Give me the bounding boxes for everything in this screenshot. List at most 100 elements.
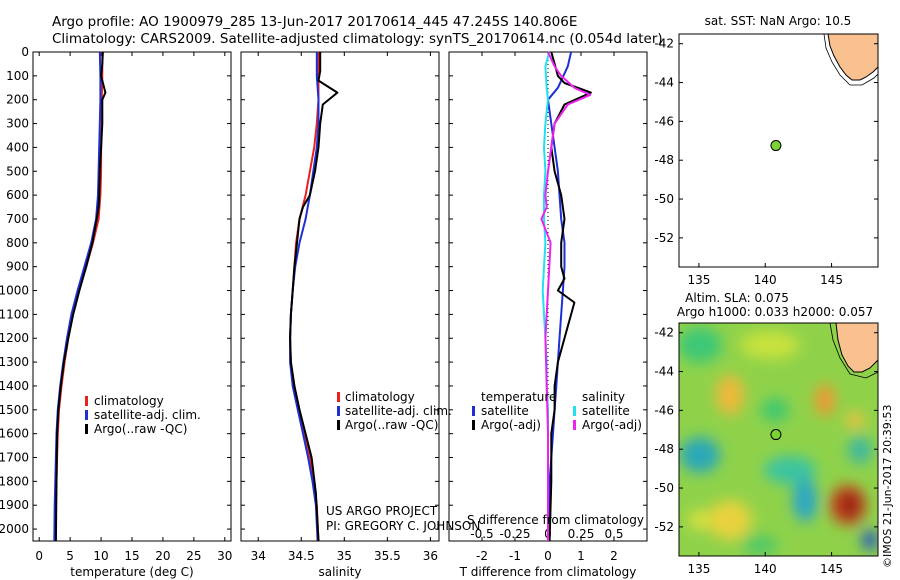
y-tick-label: 100 (6, 69, 29, 83)
argo-line (289, 52, 339, 542)
map-x-tick-label: 140 (754, 562, 777, 576)
x-tick-label: 20 (155, 549, 170, 563)
argo-float-marker (770, 140, 782, 152)
imos-timestamp: ©IMOS 21-Jun-2017 20:39:53 (881, 404, 894, 568)
tasmania-land (827, 34, 878, 81)
x-tick-label: 25 (186, 549, 201, 563)
x-tick-label: 10 (93, 549, 108, 563)
map-y-tick-label: -50 (654, 192, 674, 206)
legend-swatch-s-argo (573, 420, 576, 430)
sla-map-frame (678, 322, 879, 557)
argo-float-marker (770, 429, 782, 441)
y-tick-label: 0 (21, 45, 29, 59)
y-tick-label: 1900 (0, 498, 29, 512)
y-tick-label: 1400 (0, 379, 29, 393)
salinity-legend: climatology satellite-adj. clim. Argo(..… (337, 390, 452, 432)
y-tick-label: 1100 (0, 307, 29, 321)
temperature-axes-frame (32, 51, 232, 542)
x-tick-label: 15 (124, 549, 139, 563)
y-tick-label: 800 (6, 236, 29, 250)
map-y-tick-label: -46 (654, 114, 674, 128)
satellite-line (289, 52, 320, 542)
x-tick-label: -1 (509, 549, 521, 563)
map-y-tick-label: -42 (654, 37, 674, 51)
x-tick-label: 30 (217, 549, 232, 563)
pi-annotation: PI: GREGORY C. JOHNSON (326, 519, 480, 533)
legend-swatch-argo (85, 424, 88, 434)
legend-heading-temperature: temperature (481, 390, 556, 404)
header-line2: Climatology: CARS2009. Satellite-adjuste… (52, 31, 663, 47)
tasmania-land-sla (835, 323, 878, 373)
location-map-title: sat. SST: NaN Argo: 10.5 (705, 14, 852, 28)
map-y-tick-label: -50 (654, 481, 674, 495)
x-tick-label: 5 (66, 549, 74, 563)
difference-panel: -2 -1 0 1 2-0.5 -0.25 0 0.25 0.5 S difference fr… (448, 51, 648, 579)
y-tick-label: 1700 (0, 451, 29, 465)
y-tick-label: 2000 (0, 522, 29, 536)
y-tick-label: 1300 (0, 355, 29, 369)
x-tick-label: 0 (35, 549, 43, 563)
map-y-tick-label: -46 (654, 403, 674, 417)
coast-contour (823, 34, 878, 86)
y-tick-label: 200 (6, 93, 29, 107)
legend-swatch-climatology (337, 392, 340, 402)
x-tick-label: 34 (251, 549, 266, 563)
legend-swatch-t-satellite (472, 406, 475, 416)
map-y-tick-label: -44 (654, 365, 674, 379)
salinity-panel: 34 34.5 35 35.5 36 salinity climatology sate… (240, 51, 480, 579)
legend-label: Argo(-adj) (582, 418, 642, 432)
x-tick-label: 0 (544, 549, 552, 563)
legend-swatch-s-satellite (573, 406, 576, 416)
top-x-tick-label: 0.25 (568, 527, 595, 541)
top-x-tick-label: -0.25 (499, 527, 530, 541)
t-satellite-line (547, 51, 573, 542)
map-x-tick-label: 135 (687, 562, 710, 576)
sla-heatmap (679, 323, 878, 556)
coast-contour-sla (829, 323, 878, 379)
legend-label: climatology (94, 394, 164, 408)
climatology-line (54, 52, 104, 542)
salinity-axes-frame (240, 51, 440, 542)
sla-title-line1: Altim. SLA: 0.075 (685, 291, 789, 305)
map-x-tick-label: 145 (820, 273, 843, 287)
map-x-tick-label: 145 (820, 562, 843, 576)
legend-swatch-satellite (85, 410, 88, 420)
x-tick-label: 1 (577, 549, 585, 563)
y-tick-label: 1200 (0, 331, 29, 345)
legend-label: Argo(..raw -QC) (345, 418, 438, 432)
s-argo-line (540, 51, 592, 541)
legend-label: Argo(..raw -QC) (94, 422, 187, 436)
sla-map: Altim. SLA: 0.075 Argo h1000: 0.033 h200… (654, 291, 879, 576)
temperature-xlabel: temperature (deg C) (70, 565, 193, 579)
legend-heading-salinity: salinity (582, 390, 625, 404)
y-tick-label: 600 (6, 188, 29, 202)
legend-label: satellite-adj. clim. (345, 404, 452, 418)
top-x-tick-label: 0.5 (604, 527, 623, 541)
y-tick-label: 400 (6, 140, 29, 154)
salinity-xlabel: salinity (318, 565, 361, 579)
map-x-tick-label: 140 (754, 273, 777, 287)
x-tick-label: 35.5 (374, 549, 401, 563)
difference-xlabel: T difference from climatology (459, 565, 637, 579)
sla-title-line2: Argo h1000: 0.033 h2000: 0.057 (677, 305, 873, 319)
map-y-tick-label: -48 (654, 442, 674, 456)
legend-label: satellite (481, 404, 529, 418)
project-annotation: US ARGO PROJECT (326, 504, 438, 518)
legend-swatch-t-argo (472, 420, 475, 430)
header-line1: Argo profile: AO 1900979_285 13-Jun-2017… (52, 14, 577, 30)
x-tick-label: 2 (610, 549, 618, 563)
y-tick-label: 900 (6, 260, 29, 274)
legend-label: Argo(-adj) (481, 418, 541, 432)
legend-swatch-climatology (85, 396, 88, 406)
temperature-legend: climatology satellite-adj. clim. Argo(..… (85, 394, 201, 436)
y-tick-label: 1500 (0, 403, 29, 417)
x-tick-label: 34.5 (288, 549, 315, 563)
map-x-tick-label: 135 (687, 273, 710, 287)
map-y-tick-label: -42 (654, 326, 674, 340)
climatology-line (289, 52, 320, 542)
map-y-tick-label: -52 (654, 520, 674, 534)
legend-swatch-argo (337, 420, 340, 430)
top-x-tick-label: -0.5 (470, 527, 493, 541)
x-tick-label: 35 (337, 549, 352, 563)
